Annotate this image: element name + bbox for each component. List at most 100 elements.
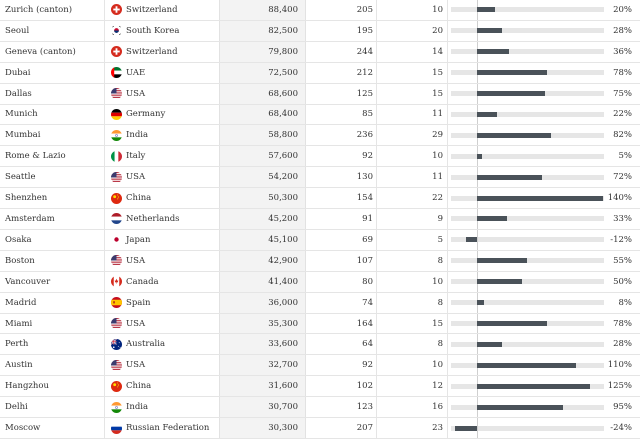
column-divider: [376, 376, 377, 397]
usa-flag-icon: [111, 318, 122, 329]
column-divider: [219, 313, 220, 334]
country-name: Russian Federation: [126, 423, 210, 434]
column-divider: [376, 20, 377, 41]
column-divider: [305, 397, 306, 418]
bar-track: [451, 7, 604, 13]
table-row: Miami USA 35,300 164 15 78%: [0, 313, 640, 335]
column-divider: [104, 20, 105, 41]
column-divider: [305, 167, 306, 188]
bar-track: [451, 153, 604, 159]
city-name: Geneva (canton): [5, 46, 76, 57]
column-divider: [305, 313, 306, 334]
column-divider: [219, 83, 220, 104]
population-value: 68,600: [268, 88, 298, 99]
column-divider: [447, 229, 448, 250]
percentage-bar: [477, 7, 495, 13]
canada-flag-icon: [111, 276, 122, 288]
column-divider: [305, 104, 306, 125]
percentage-bar: [477, 279, 522, 285]
column-divider: [219, 146, 220, 167]
table-row: Boston USA 42,900 107 8 55%: [0, 250, 640, 272]
country-name: UAE: [126, 67, 146, 78]
column-a-value: 91: [362, 213, 373, 224]
column-divider: [305, 418, 306, 438]
percentage-label: 50%: [613, 276, 632, 287]
population-column-shade: [219, 167, 305, 188]
column-divider: [376, 188, 377, 209]
city-name: Moscow: [5, 423, 41, 434]
bar-track: [451, 111, 604, 117]
column-b-value: 10: [432, 4, 443, 15]
city-name: Osaka: [5, 234, 32, 245]
column-divider: [219, 104, 220, 125]
percentage-bar: [477, 28, 503, 34]
population-value: 72,500: [268, 67, 298, 78]
column-divider: [104, 188, 105, 209]
country-name: Netherlands: [126, 213, 180, 224]
china-flag-icon: [111, 380, 122, 392]
zero-line: [477, 229, 478, 250]
column-divider: [219, 334, 220, 355]
column-b-value: 10: [432, 276, 443, 287]
column-a-value: 212: [356, 67, 373, 78]
population-value: 88,400: [268, 4, 298, 15]
city-name: Rome & Lazio: [5, 151, 66, 162]
column-divider: [219, 62, 220, 83]
italy-flag-icon: [111, 150, 122, 162]
country-name: India: [126, 402, 149, 413]
column-b-value: 16: [432, 402, 443, 413]
column-divider: [219, 167, 220, 188]
population-value: 32,700: [268, 360, 298, 371]
population-value: 54,200: [268, 172, 298, 183]
city-name: Perth: [5, 339, 29, 350]
city-name: Shenzhen: [5, 193, 48, 204]
percentage-label: 55%: [613, 255, 632, 266]
population-column-shade: [219, 83, 305, 104]
country-name: Germany: [126, 109, 166, 120]
column-b-value: 15: [432, 67, 443, 78]
city-name: Boston: [5, 255, 35, 266]
column-divider: [447, 334, 448, 355]
population-value: 58,800: [268, 130, 298, 141]
city-name: Dubai: [5, 67, 31, 78]
column-divider: [447, 125, 448, 146]
population-value: 41,400: [268, 276, 298, 287]
column-b-value: 5: [437, 234, 443, 245]
percentage-label: 28%: [613, 339, 632, 350]
column-divider: [376, 125, 377, 146]
japan-flag-icon: [111, 234, 122, 246]
bar-track: [451, 49, 604, 55]
column-divider: [219, 0, 220, 20]
column-divider: [447, 41, 448, 62]
city-name: Amsterdam: [5, 213, 55, 224]
city-name: Vancouver: [5, 276, 51, 287]
population-column-shade: [219, 418, 305, 438]
percentage-label: 78%: [613, 318, 632, 329]
column-b-value: 22: [432, 193, 443, 204]
population-value: 42,900: [268, 255, 298, 266]
percentage-label: -24%: [610, 423, 632, 434]
column-divider: [219, 41, 220, 62]
column-a-value: 85: [362, 109, 373, 120]
table-row: Mumbai India 58,800 236 29 82%: [0, 125, 640, 147]
percentage-label: 140%: [607, 193, 632, 204]
country-name: Switzerland: [126, 4, 178, 15]
column-divider: [447, 418, 448, 438]
column-divider: [219, 397, 220, 418]
germany-flag-icon: [111, 108, 122, 120]
percentage-label: 95%: [613, 402, 632, 413]
column-a-value: 92: [362, 151, 373, 162]
column-b-value: 23: [432, 423, 443, 434]
population-value: 45,100: [268, 234, 298, 245]
column-divider: [376, 229, 377, 250]
column-divider: [447, 271, 448, 292]
column-divider: [305, 376, 306, 397]
switzerland-flag-icon: [111, 46, 122, 58]
spain-flag-icon: [111, 297, 122, 309]
percentage-bar: [477, 111, 497, 117]
country-name: Canada: [126, 276, 159, 287]
city-name: Seoul: [5, 25, 30, 36]
column-divider: [104, 376, 105, 397]
city-name: Munich: [5, 109, 38, 120]
population-value: 31,600: [268, 381, 298, 392]
